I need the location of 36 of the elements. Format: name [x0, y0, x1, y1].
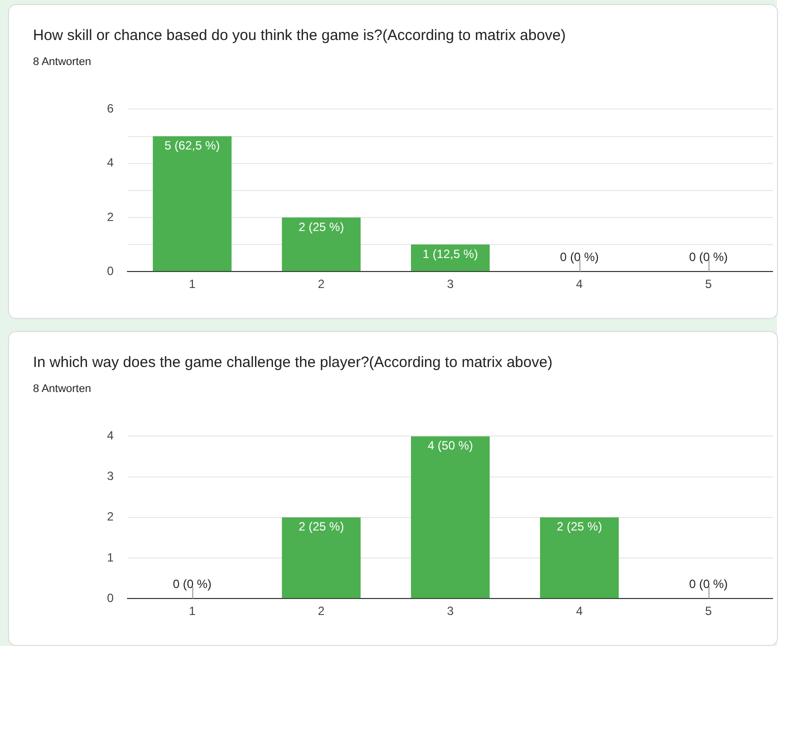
y-tick-label: 1 — [106, 550, 114, 564]
y-tick-label: 0 — [106, 264, 114, 278]
bar — [152, 136, 232, 272]
x-tick-label: 4 — [576, 604, 584, 618]
x-tick-label: 2 — [318, 604, 325, 618]
chart-subtitle: 8 Antworten — [33, 56, 92, 68]
y-tick-label: 4 — [106, 428, 114, 443]
y-tick-label: 3 — [106, 469, 114, 484]
chart-title: In which way does the game challenge the player?(According to matrix above) — [33, 354, 554, 371]
x-tick-label: 1 — [188, 277, 196, 292]
data-label: 4 (50 %) — [428, 438, 474, 453]
y-tick-label: 6 — [106, 102, 114, 116]
data-label: 2 (25 %) — [298, 220, 344, 234]
data-label: 0 (0 %) — [172, 576, 212, 591]
data-label: 1 (12,5 %) — [422, 246, 478, 261]
x-tick-label: 5 — [705, 277, 712, 292]
data-label: 0 (0 %) — [689, 250, 728, 264]
x-tick-label: 3 — [446, 277, 454, 292]
bar — [282, 217, 361, 272]
x-tick-label: 3 — [446, 604, 454, 618]
y-tick-label: 4 — [106, 156, 114, 170]
chart-subtitle: 8 Antworten — [33, 383, 92, 395]
data-label: 5 (62,5 %) — [164, 138, 220, 153]
data-label: 0 (0 %) — [560, 250, 599, 264]
x-tick-label: 2 — [318, 277, 325, 292]
data-label: 2 (25 %) — [556, 520, 602, 534]
x-tick-label: 4 — [576, 277, 584, 292]
data-label: 2 (25 %) — [298, 520, 344, 534]
y-tick-label: 2 — [106, 210, 114, 224]
y-tick-label: 2 — [106, 510, 114, 524]
y-tick-label: 0 — [106, 590, 114, 605]
bar — [410, 244, 490, 272]
x-tick-label: 1 — [188, 604, 196, 618]
x-tick-label: 5 — [705, 604, 712, 618]
chart-title: How skill or chance based do you think the game is?(According to matrix above) — [33, 27, 567, 44]
data-label: 0 (0 %) — [689, 576, 728, 591]
